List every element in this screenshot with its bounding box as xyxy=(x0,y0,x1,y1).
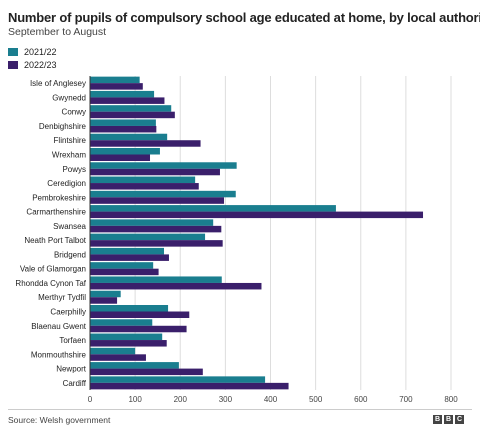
logo-letter: C xyxy=(455,415,464,424)
y-tick-label: Conwy xyxy=(62,108,86,117)
y-tick-label: Denbighshire xyxy=(39,122,87,131)
bar-isle-of-anglesey-2022-23 xyxy=(90,83,143,90)
x-tick-label: 800 xyxy=(444,395,458,404)
bar-gwynedd-2021-22 xyxy=(90,90,155,98)
chart-subtitle: September to August xyxy=(8,26,107,38)
legend-label-2021-22: 2021/22 xyxy=(24,47,57,57)
bar-denbighshire-2022-23 xyxy=(90,125,157,133)
bar-pembrokeshire-2022-23 xyxy=(90,197,225,204)
bar-pembrokeshire-2021-22 xyxy=(90,190,236,198)
bar-conwy-2021-22 xyxy=(90,105,172,112)
x-tick-label: 100 xyxy=(128,395,142,404)
bar-ceredigion-2021-22 xyxy=(90,176,196,184)
bar-monmouthshire-2021-22 xyxy=(90,347,136,355)
y-tick-label: Rhondda Cynon Taf xyxy=(15,279,86,288)
y-tick-label: Ceredigion xyxy=(47,179,86,188)
bar-swansea-2021-22 xyxy=(90,219,214,226)
bar-wrexham-2022-23 xyxy=(90,154,151,161)
bar-merthyr-tydfil-2022-23 xyxy=(90,297,118,304)
bar-swansea-2022-23 xyxy=(90,225,222,233)
y-tick-label: Monmouthshire xyxy=(31,350,87,359)
y-tick-label: Neath Port Talbot xyxy=(24,236,86,245)
bar-isle-of-anglesey-2021-22 xyxy=(90,76,140,84)
y-tick-label: Isle of Anglesey xyxy=(30,79,86,88)
y-tick-label: Carmarthenshire xyxy=(26,208,86,217)
legend-label-2022-23: 2022/23 xyxy=(24,60,57,70)
x-tick-label: 300 xyxy=(219,395,233,404)
bar-torfaen-2021-22 xyxy=(90,333,163,341)
bar-merthyr-tydfil-2021-22 xyxy=(90,290,121,298)
bar-carmarthenshire-2022-23 xyxy=(90,211,424,219)
bar-newport-2021-22 xyxy=(90,362,179,369)
bar-powys-2022-23 xyxy=(90,168,220,176)
logo-letter: B xyxy=(444,415,453,424)
x-tick-label: 600 xyxy=(354,395,368,404)
bar-torfaen-2022-23 xyxy=(90,340,167,347)
x-tick-label: 700 xyxy=(399,395,413,404)
y-tick-label: Powys xyxy=(62,165,86,174)
bar-newport-2022-23 xyxy=(90,368,203,376)
bar-flintshire-2022-23 xyxy=(90,140,201,147)
y-tick-label: Merthyr Tydfil xyxy=(38,293,86,302)
bar-powys-2021-22 xyxy=(90,162,237,169)
bar-rhondda-cynon-taf-2021-22 xyxy=(90,276,222,283)
x-tick-label: 0 xyxy=(88,395,93,404)
y-tick-label: Torfaen xyxy=(59,336,86,345)
bar-vale-of-glamorgan-2021-22 xyxy=(90,262,154,269)
bar-cardiff-2021-22 xyxy=(90,376,266,383)
bar-denbighshire-2021-22 xyxy=(90,119,156,126)
bar-wrexham-2021-22 xyxy=(90,148,160,155)
bar-bridgend-2021-22 xyxy=(90,247,165,255)
bar-monmouthshire-2022-23 xyxy=(90,354,146,361)
y-tick-label: Newport xyxy=(56,365,87,374)
footer-divider xyxy=(8,409,472,410)
bar-vale-of-glamorgan-2022-23 xyxy=(90,268,159,276)
chart-title: Number of pupils of compulsory school ag… xyxy=(8,10,480,25)
bar-gwynedd-2022-23 xyxy=(90,97,165,104)
x-tick-label: 500 xyxy=(309,395,323,404)
chart-legend: 2021/22 2022/23 xyxy=(8,46,57,72)
bar-carmarthenshire-2021-22 xyxy=(90,205,336,212)
bar-blaenau-gwent-2021-22 xyxy=(90,319,153,326)
y-tick-label: Wrexham xyxy=(52,151,86,160)
bbc-logo: B B C xyxy=(433,415,464,424)
bar-caerphilly-2022-23 xyxy=(90,311,190,318)
y-tick-label: Vale of Glamorgan xyxy=(20,265,86,274)
y-tick-label: Flintshire xyxy=(54,136,87,145)
bar-ceredigion-2022-23 xyxy=(90,183,199,190)
legend-swatch-2022-23 xyxy=(8,61,18,69)
y-tick-label: Pembrokeshire xyxy=(32,193,86,202)
bar-blaenau-gwent-2022-23 xyxy=(90,325,187,333)
y-tick-label: Gwynedd xyxy=(52,93,86,102)
y-tick-label: Bridgend xyxy=(54,250,86,259)
bar-neath-port-talbot-2021-22 xyxy=(90,233,206,241)
bar-conwy-2022-23 xyxy=(90,111,175,119)
bar-bridgend-2022-23 xyxy=(90,254,169,261)
y-tick-label: Blaenau Gwent xyxy=(31,322,86,331)
x-tick-label: 400 xyxy=(264,395,278,404)
y-tick-label: Cardiff xyxy=(63,379,87,388)
bar-neath-port-talbot-2022-23 xyxy=(90,240,223,247)
bar-caerphilly-2021-22 xyxy=(90,305,169,312)
x-tick-label: 200 xyxy=(174,395,188,404)
legend-item-2021-22: 2021/22 xyxy=(8,46,57,58)
legend-swatch-2021-22 xyxy=(8,48,18,56)
bar-cardiff-2022-23 xyxy=(90,382,289,390)
legend-item-2022-23: 2022/23 xyxy=(8,59,57,71)
source-note: Source: Welsh government xyxy=(8,415,111,425)
bar-rhondda-cynon-taf-2022-23 xyxy=(90,282,262,290)
logo-letter: B xyxy=(433,415,442,424)
y-tick-label: Caerphilly xyxy=(50,308,86,317)
bar-chart: Isle of Anglesey Gwynedd Conwy Denbighshire… xyxy=(15,76,458,404)
y-tick-label: Swansea xyxy=(53,222,86,231)
bar-flintshire-2021-22 xyxy=(90,133,168,141)
